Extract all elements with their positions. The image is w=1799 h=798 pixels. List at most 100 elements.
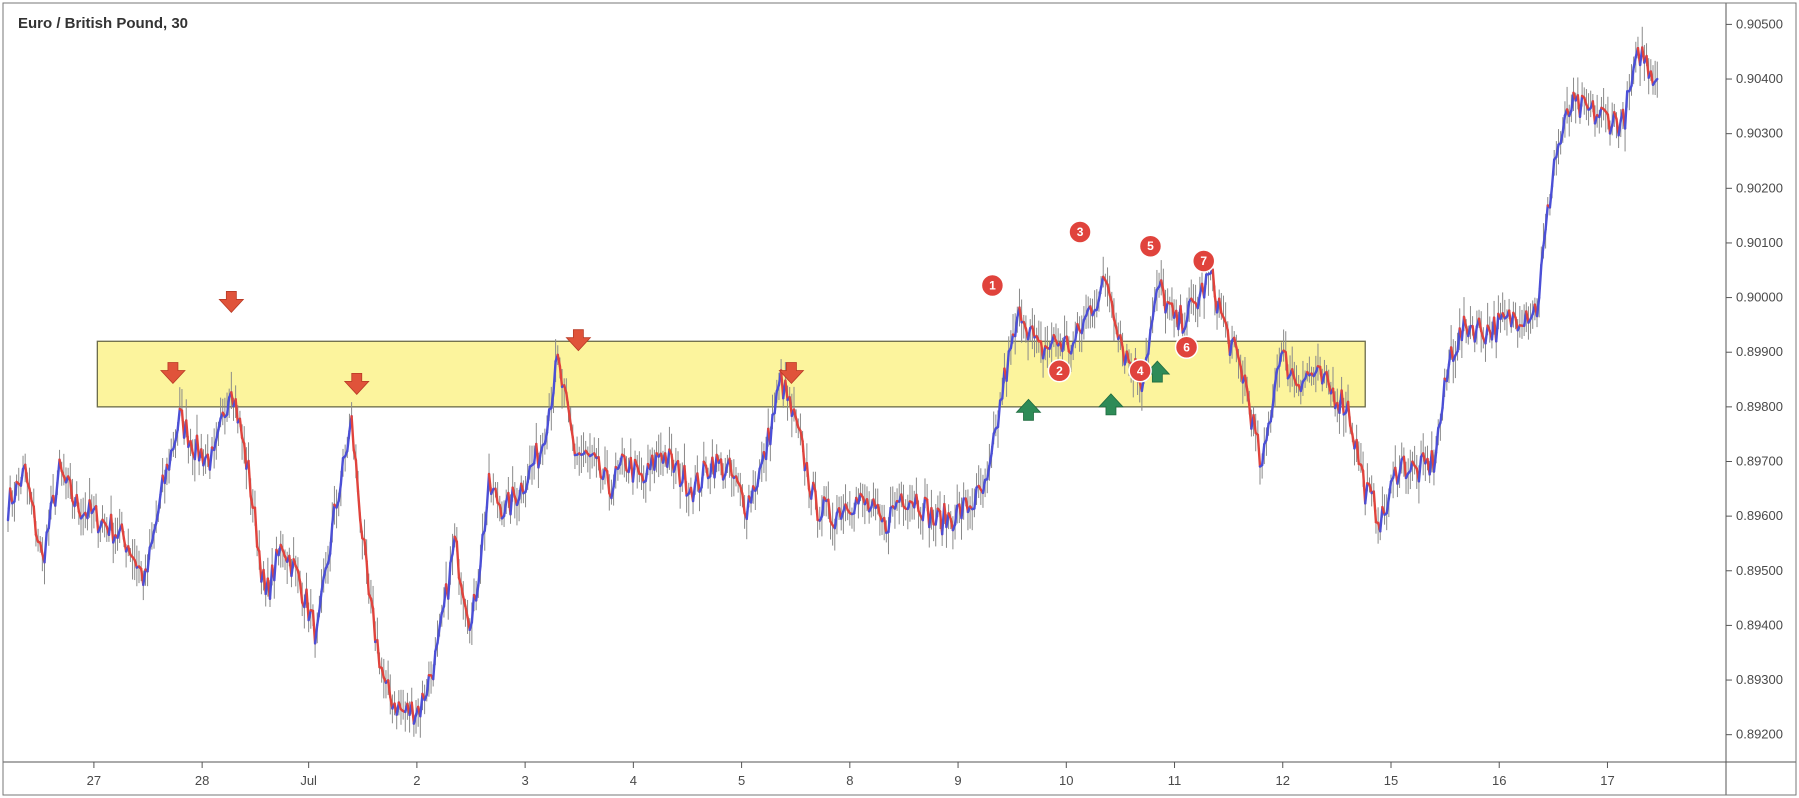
price-segment bbox=[1243, 374, 1249, 391]
price-segment bbox=[356, 489, 362, 521]
price-segment bbox=[1273, 368, 1279, 386]
y-tick-label: 0.89500 bbox=[1736, 563, 1783, 578]
price-segment bbox=[412, 713, 418, 725]
price-segment bbox=[1445, 363, 1451, 383]
price-segment bbox=[339, 456, 345, 486]
chart-title: Euro / British Pound, 30 bbox=[18, 15, 188, 32]
price-segment bbox=[827, 498, 832, 523]
touch-number-badge bbox=[1068, 220, 1092, 244]
price-segment bbox=[1237, 356, 1242, 368]
price-segment bbox=[1432, 451, 1438, 473]
price-segment bbox=[1325, 370, 1330, 386]
y-tick-label: 0.89700 bbox=[1736, 453, 1783, 468]
price-segment bbox=[934, 507, 940, 526]
price-segment bbox=[1346, 400, 1352, 427]
price-segment bbox=[906, 500, 912, 511]
price-segment bbox=[612, 465, 617, 488]
price-segment bbox=[58, 458, 63, 473]
x-tick-label: 11 bbox=[1168, 773, 1182, 788]
price-segment bbox=[75, 493, 81, 513]
price-segment bbox=[88, 499, 93, 515]
price-segment bbox=[1271, 382, 1277, 407]
price-segment bbox=[238, 417, 244, 440]
price-segment bbox=[676, 459, 682, 488]
price-segment bbox=[1185, 300, 1191, 322]
price-segment bbox=[358, 518, 364, 540]
price-segment bbox=[526, 465, 532, 484]
price-segment bbox=[1151, 301, 1156, 321]
price-segment bbox=[691, 481, 697, 503]
price-segment bbox=[552, 360, 557, 395]
price-segment bbox=[683, 464, 688, 497]
price-segment bbox=[1583, 96, 1588, 106]
touch-number-label: 4 bbox=[1137, 364, 1144, 378]
price-segment bbox=[1278, 352, 1283, 368]
price-segment bbox=[39, 541, 44, 556]
price-segment bbox=[1630, 66, 1635, 87]
price-segment bbox=[1593, 113, 1599, 125]
price-segment bbox=[318, 590, 323, 612]
y-tick-label: 0.90000 bbox=[1736, 290, 1783, 305]
price-segment bbox=[350, 414, 355, 452]
price-segment bbox=[133, 558, 139, 569]
touch-number-badge bbox=[980, 273, 1005, 298]
price-segment bbox=[724, 463, 729, 476]
price-segment bbox=[1473, 325, 1479, 343]
price-segment bbox=[1031, 325, 1036, 339]
price-segment bbox=[369, 597, 375, 610]
price-segment bbox=[543, 431, 549, 445]
price-segment bbox=[54, 481, 59, 507]
touch-number-label: 5 bbox=[1147, 239, 1154, 253]
price-segment bbox=[618, 453, 624, 466]
price-segment bbox=[569, 422, 574, 439]
price-segment bbox=[1578, 94, 1584, 119]
price-segment bbox=[887, 506, 892, 534]
price-segment bbox=[769, 413, 774, 446]
price-segment bbox=[120, 523, 126, 541]
price-segment bbox=[1001, 367, 1006, 400]
price-segment bbox=[1099, 275, 1105, 289]
price-segment bbox=[479, 533, 484, 568]
y-tick-label: 0.90300 bbox=[1736, 126, 1783, 141]
y-tick-label: 0.89900 bbox=[1736, 344, 1783, 359]
sell-arrow-down-icon bbox=[778, 362, 805, 385]
price-segment bbox=[322, 567, 328, 579]
price-segment bbox=[1095, 298, 1101, 311]
price-segment bbox=[185, 419, 190, 449]
price-segment bbox=[1372, 490, 1378, 524]
price-segment bbox=[337, 482, 343, 503]
price-segment bbox=[921, 496, 927, 522]
price-segment bbox=[996, 399, 1002, 429]
price-segment bbox=[1260, 443, 1266, 467]
price-segment bbox=[1291, 368, 1296, 380]
price-segment bbox=[202, 456, 207, 467]
price-segment bbox=[799, 429, 804, 443]
price-segment bbox=[142, 568, 147, 587]
price-segment bbox=[354, 458, 360, 493]
price-segment bbox=[1097, 286, 1103, 302]
price-segment bbox=[13, 480, 18, 503]
touch-number-badge bbox=[1138, 234, 1163, 258]
y-tick-label: 0.89400 bbox=[1736, 617, 1783, 632]
price-segment bbox=[631, 458, 637, 483]
price-segment bbox=[1417, 455, 1423, 483]
sell-arrow-down-icon bbox=[160, 362, 186, 385]
price-segment bbox=[644, 462, 650, 483]
touch-number-label: 6 bbox=[1183, 340, 1190, 354]
marker-layer: 1 2 3 4 5 6 7 bbox=[160, 220, 1216, 421]
price-segment bbox=[432, 650, 437, 681]
price-segment bbox=[1256, 433, 1262, 468]
price-segment bbox=[69, 479, 74, 503]
price-segment bbox=[1265, 422, 1270, 442]
price-segment bbox=[653, 451, 658, 471]
price-segment bbox=[1385, 497, 1391, 515]
price-segment bbox=[636, 464, 641, 476]
price-segment bbox=[1074, 322, 1079, 342]
price-segment bbox=[174, 428, 179, 442]
price-segment bbox=[550, 391, 555, 410]
x-tick-label: 12 bbox=[1276, 773, 1290, 788]
price-segment bbox=[1233, 336, 1238, 349]
price-segment bbox=[610, 485, 615, 500]
